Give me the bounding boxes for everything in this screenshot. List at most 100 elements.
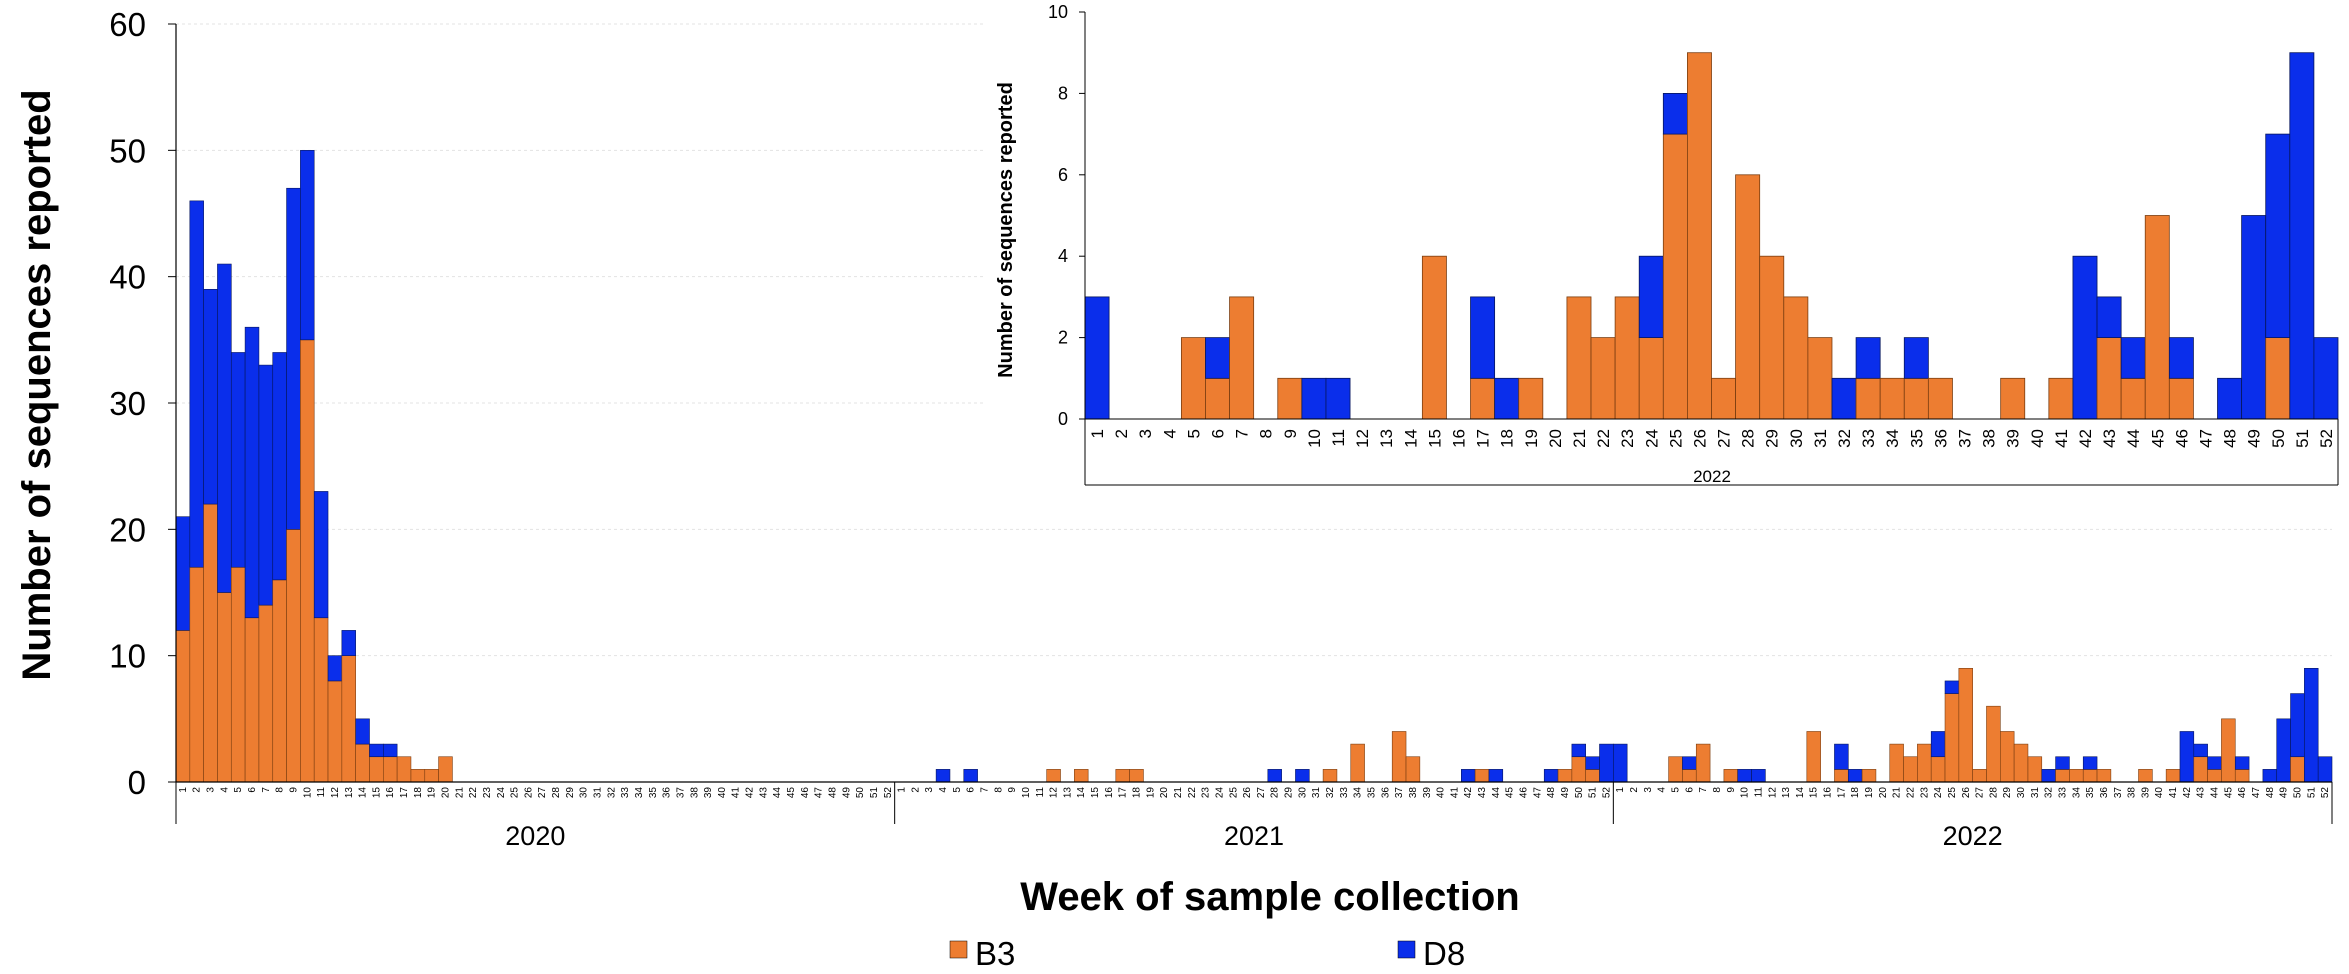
main-x-tick-label: 7	[980, 787, 991, 793]
main-x-tick-label: 17	[1836, 787, 1847, 799]
inset-bar-b3-week-5	[1180, 337, 1206, 420]
bar-d8-2020-week-4	[217, 263, 232, 593]
main-x-tick-label: 39	[2140, 787, 2151, 799]
bar-d8-2021-week-4	[935, 769, 951, 783]
inset-bar-b3-week-46	[2168, 377, 2194, 420]
bar-b3-2022-week-22	[1903, 756, 1918, 783]
main-x-tick-label: 26	[1242, 787, 1253, 799]
inset-bar-d8-week-11	[1325, 377, 1351, 420]
main-x-tick-label: 31	[593, 787, 604, 799]
main-x-tick-label: 42	[1463, 787, 1474, 799]
bar-d8-2022-week-46	[2234, 756, 2250, 770]
bar-d8-2022-week-35	[2082, 756, 2098, 770]
inset-bar-d8-week-24	[1638, 255, 1664, 339]
inset-bar-b3-week-43	[2096, 337, 2122, 420]
legend: B3 D8	[949, 935, 1465, 972]
inset-bar-b3-week-22	[1590, 337, 1616, 420]
inset-bar-b3-week-39	[2000, 377, 2026, 420]
bar-b3-2022-week-19	[1861, 769, 1877, 783]
bar-d8-2021-week-44	[1488, 769, 1504, 783]
inset-x-tick-label: 50	[2269, 429, 2288, 448]
main-x-tick-label: 23	[1201, 787, 1212, 799]
main-x-tick-label: 51	[2306, 787, 2317, 799]
main-x-tick-label: 30	[579, 787, 590, 799]
bar-b3-2022-week-25	[1944, 693, 1960, 783]
main-x-tick-label: 47	[2251, 787, 2262, 799]
main-x-tick-label: 34	[2071, 787, 2082, 799]
inset-bar-b3-week-23	[1614, 296, 1640, 420]
main-x-tick-label: 10	[1021, 787, 1032, 799]
main-x-tick-label: 29	[1284, 787, 1295, 799]
inset-bar-d8-week-49	[2241, 215, 2267, 420]
main-x-tick-label: 7	[261, 787, 272, 793]
main-x-tick-label: 43	[2196, 787, 2207, 799]
bar-b3-2020-week-16	[383, 756, 398, 783]
bar-b3-2022-week-6	[1682, 769, 1697, 783]
main-x-tick-label: 52	[883, 787, 894, 799]
inset-bars	[1084, 52, 2339, 420]
main-x-tick-label: 1	[1615, 787, 1626, 793]
main-x-tick-label: 47	[1532, 787, 1543, 799]
bar-b3-2020-week-6	[244, 617, 260, 783]
inset-x-tick-label: 37	[1956, 429, 1975, 448]
inset-x-tick-label: 34	[1883, 429, 1902, 448]
main-x-tick-label: 16	[385, 787, 396, 799]
main-x-tick-label: 5	[233, 787, 244, 793]
inset-x-tick-label: 16	[1449, 429, 1468, 448]
inset-x-tick-label: 49	[2245, 429, 2264, 448]
bar-d8-2022-week-24	[1930, 731, 1946, 758]
bar-b3-2022-week-28	[1986, 705, 2001, 783]
main-x-tick-label: 18	[1850, 787, 1861, 799]
inset-x-tick-label: 3	[1136, 429, 1155, 438]
main-x-tick-label: 13	[344, 787, 355, 799]
bar-d8-2020-week-7	[258, 364, 274, 606]
inset-x-tick-label: 14	[1401, 429, 1420, 448]
bar-b3-2021-week-43	[1474, 769, 1490, 783]
main-x-tick-label: 22	[468, 787, 479, 799]
inset-x-tick-label: 31	[1811, 429, 1830, 448]
main-x-tick-label: 35	[648, 787, 659, 799]
bar-b3-2021-week-18	[1129, 769, 1144, 783]
inset-bar-d8-week-46	[2168, 337, 2194, 379]
main-x-tick-label: 29	[565, 787, 576, 799]
main-x-tick-label: 3	[1643, 787, 1654, 793]
bar-d8-2022-week-18	[1847, 769, 1863, 783]
inset-bar-b3-week-30	[1783, 296, 1809, 420]
inset-x-tick-label: 43	[2100, 429, 2119, 448]
main-x-tick-label: 21	[454, 787, 465, 799]
bar-b3-2020-week-10	[300, 339, 315, 783]
bar-d8-2020-week-9	[286, 187, 301, 530]
inset-y-tick-label: 0	[1058, 409, 1068, 429]
bar-d8-2022-week-1	[1613, 743, 1628, 783]
main-x-tick-label: 21	[1173, 787, 1184, 799]
main-x-tick-label: 15	[371, 787, 382, 799]
main-x-tick-label: 27	[537, 787, 548, 799]
bar-d8-2022-week-49	[2276, 718, 2291, 783]
bar-d8-2020-week-14	[355, 718, 370, 745]
bar-d8-2022-week-50	[2290, 693, 2305, 758]
bar-b3-2021-week-49	[1557, 769, 1573, 783]
bar-b3-2022-week-24	[1930, 756, 1946, 783]
main-x-tick-label: 23	[1919, 787, 1930, 799]
inset-x-tick-label: 1	[1088, 429, 1107, 438]
bar-d8-2022-week-17	[1834, 743, 1849, 770]
main-x-tick-label: 30	[1297, 787, 1308, 799]
bar-b3-2020-week-2	[189, 566, 204, 783]
legend-label-d8: D8	[1423, 935, 1465, 969]
main-x-tick-label: 7	[1698, 787, 1709, 793]
bar-b3-2020-week-9	[286, 529, 301, 783]
main-x-tick-label: 6	[966, 787, 977, 793]
main-x-tick-label: 43	[758, 787, 769, 799]
main-x-tick-label: 45	[1505, 787, 1516, 799]
main-y-tick-label: 10	[109, 638, 146, 675]
bar-b3-2021-week-51	[1585, 769, 1600, 783]
main-x-tick-label: 45	[2223, 787, 2234, 799]
main-x-tick-label: 4	[1657, 787, 1668, 793]
main-x-tick-label: 25	[1228, 787, 1239, 799]
inset-x-tick-label: 42	[2076, 429, 2095, 448]
main-x-tick-label: 32	[2044, 787, 2055, 799]
inset-bar-b3-week-41	[2048, 377, 2074, 420]
main-x-tick-label: 10	[1740, 787, 1751, 799]
inset-x-tick-label: 45	[2148, 429, 2167, 448]
